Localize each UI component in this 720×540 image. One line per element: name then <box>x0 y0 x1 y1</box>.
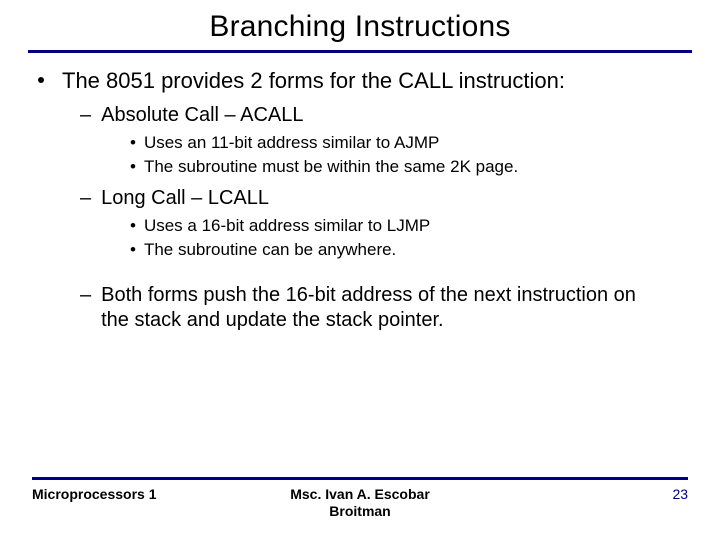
bullet-l3: • The subroutine must be within the same… <box>130 156 688 178</box>
footer-center: Msc. Ivan A. Escobar Broitman <box>251 486 470 520</box>
bullet-l1: The 8051 provides 2 forms for the CALL i… <box>38 67 688 95</box>
bullet-l2-text: Absolute Call – ACALL <box>101 103 303 128</box>
dash-icon: – <box>80 103 91 128</box>
title-rule <box>28 50 692 53</box>
footer-author-line1: Msc. Ivan A. Escobar <box>290 486 430 502</box>
footer-left: Microprocessors 1 <box>32 486 251 502</box>
dot-small-icon: • <box>130 215 136 237</box>
dot-small-icon: • <box>130 239 136 261</box>
slide-content: The 8051 provides 2 forms for the CALL i… <box>32 67 688 333</box>
bullet-l3-text: Uses an 11-bit address similar to AJMP <box>144 132 439 154</box>
bullet-l2-text: Both forms push the 16-bit address of th… <box>101 283 668 333</box>
bullet-l2: – Absolute Call – ACALL <box>80 103 688 128</box>
bullet-l2: – Long Call – LCALL <box>80 186 688 211</box>
slide: Branching Instructions The 8051 provides… <box>0 0 720 540</box>
page-number: 23 <box>469 486 688 502</box>
bullet-l3-text: The subroutine can be anywhere. <box>144 239 396 261</box>
bullet-l3-text: Uses a 16-bit address similar to LJMP <box>144 215 430 237</box>
dash-icon: – <box>80 186 91 211</box>
bullet-l3: • Uses a 16-bit address similar to LJMP <box>130 215 688 237</box>
bullet-l2-text: Long Call – LCALL <box>101 186 269 211</box>
slide-footer: Microprocessors 1 Msc. Ivan A. Escobar B… <box>0 477 720 520</box>
bullet-l3: • Uses an 11-bit address similar to AJMP <box>130 132 688 154</box>
footer-row: Microprocessors 1 Msc. Ivan A. Escobar B… <box>32 486 688 520</box>
dot-small-icon: • <box>130 156 136 178</box>
bullet-l2: – Both forms push the 16-bit address of … <box>80 283 688 333</box>
footer-rule <box>32 477 688 480</box>
footer-author-line2: Broitman <box>329 503 390 519</box>
bullet-l1-text: The 8051 provides 2 forms for the CALL i… <box>62 67 565 95</box>
slide-title: Branching Instructions <box>32 10 688 44</box>
dot-small-icon: • <box>130 132 136 154</box>
bullet-l3-text: The subroutine must be within the same 2… <box>144 156 518 178</box>
dot-icon <box>38 77 44 83</box>
dash-icon: – <box>80 283 91 308</box>
bullet-l3: • The subroutine can be anywhere. <box>130 239 688 261</box>
